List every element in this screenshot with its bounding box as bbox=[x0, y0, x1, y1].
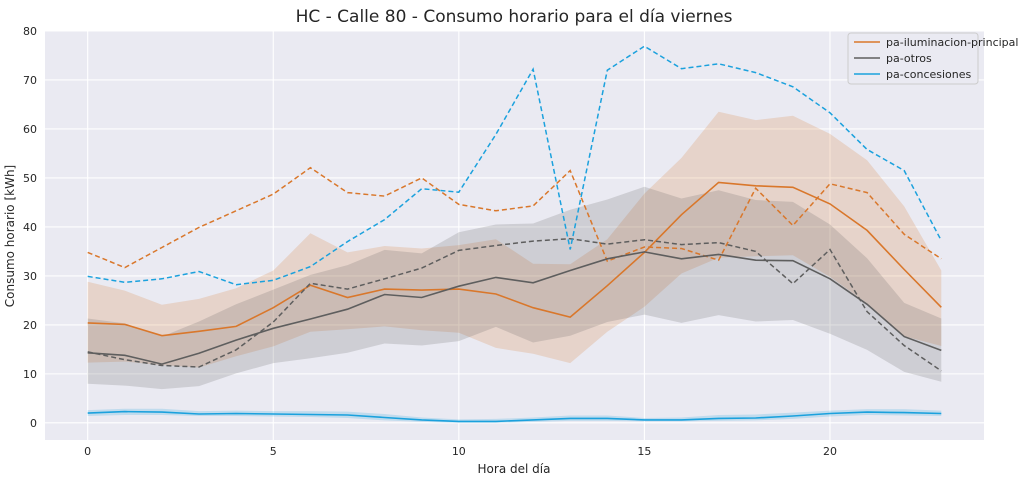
y-tick-label: 10 bbox=[23, 368, 37, 381]
y-tick-label: 0 bbox=[30, 417, 37, 430]
ci-band-otros bbox=[87, 186, 942, 390]
y-tick-label: 50 bbox=[23, 172, 37, 185]
mean-line-iluminacion bbox=[87, 181, 942, 337]
x-tick-label: 15 bbox=[637, 445, 651, 458]
y-tick-label: 30 bbox=[23, 270, 37, 283]
confidence-bands bbox=[87, 111, 942, 423]
chart-title: HC - Calle 80 - Consumo horario para el … bbox=[296, 7, 733, 27]
x-tick-labels: 0 5 10 15 20 bbox=[84, 445, 837, 458]
legend: pa-iluminacion-principal pa-otros pa-con… bbox=[847, 32, 1018, 85]
legend-box bbox=[847, 32, 979, 85]
legend-label-otros: pa-otros bbox=[886, 52, 932, 65]
x-tick-label: 5 bbox=[270, 445, 277, 458]
legend-label-concesiones: pa-concesiones bbox=[886, 68, 972, 81]
ci-band-iluminacion bbox=[87, 111, 942, 368]
ci-band-concesiones bbox=[87, 408, 942, 423]
x-axis-label: Hora del día bbox=[478, 462, 551, 476]
x-tick-label: 20 bbox=[823, 445, 837, 458]
y-tick-label: 60 bbox=[23, 123, 37, 136]
series-lines bbox=[87, 45, 942, 423]
legend-label-iluminacion: pa-iluminacion-principal bbox=[886, 36, 1018, 49]
y-tick-label: 70 bbox=[23, 74, 37, 87]
x-tick-label: 0 bbox=[84, 445, 91, 458]
plot-background bbox=[45, 31, 984, 440]
mean-line-otros bbox=[87, 251, 942, 365]
y-tick-label: 40 bbox=[23, 221, 37, 234]
y-tick-label: 20 bbox=[23, 319, 37, 332]
y-axis-label: Consumo horario [kWh] bbox=[3, 165, 17, 307]
x-tick-label: 10 bbox=[452, 445, 466, 458]
mean-line-concesiones bbox=[87, 410, 942, 423]
dashed-line-otros bbox=[87, 237, 942, 372]
y-tick-label: 80 bbox=[23, 25, 37, 38]
dashed-line-concesiones bbox=[87, 45, 942, 286]
grid-lines bbox=[45, 30, 984, 440]
y-tick-labels: 0 10 20 30 40 50 60 70 80 bbox=[23, 25, 37, 430]
dashed-line-iluminacion bbox=[87, 166, 942, 269]
